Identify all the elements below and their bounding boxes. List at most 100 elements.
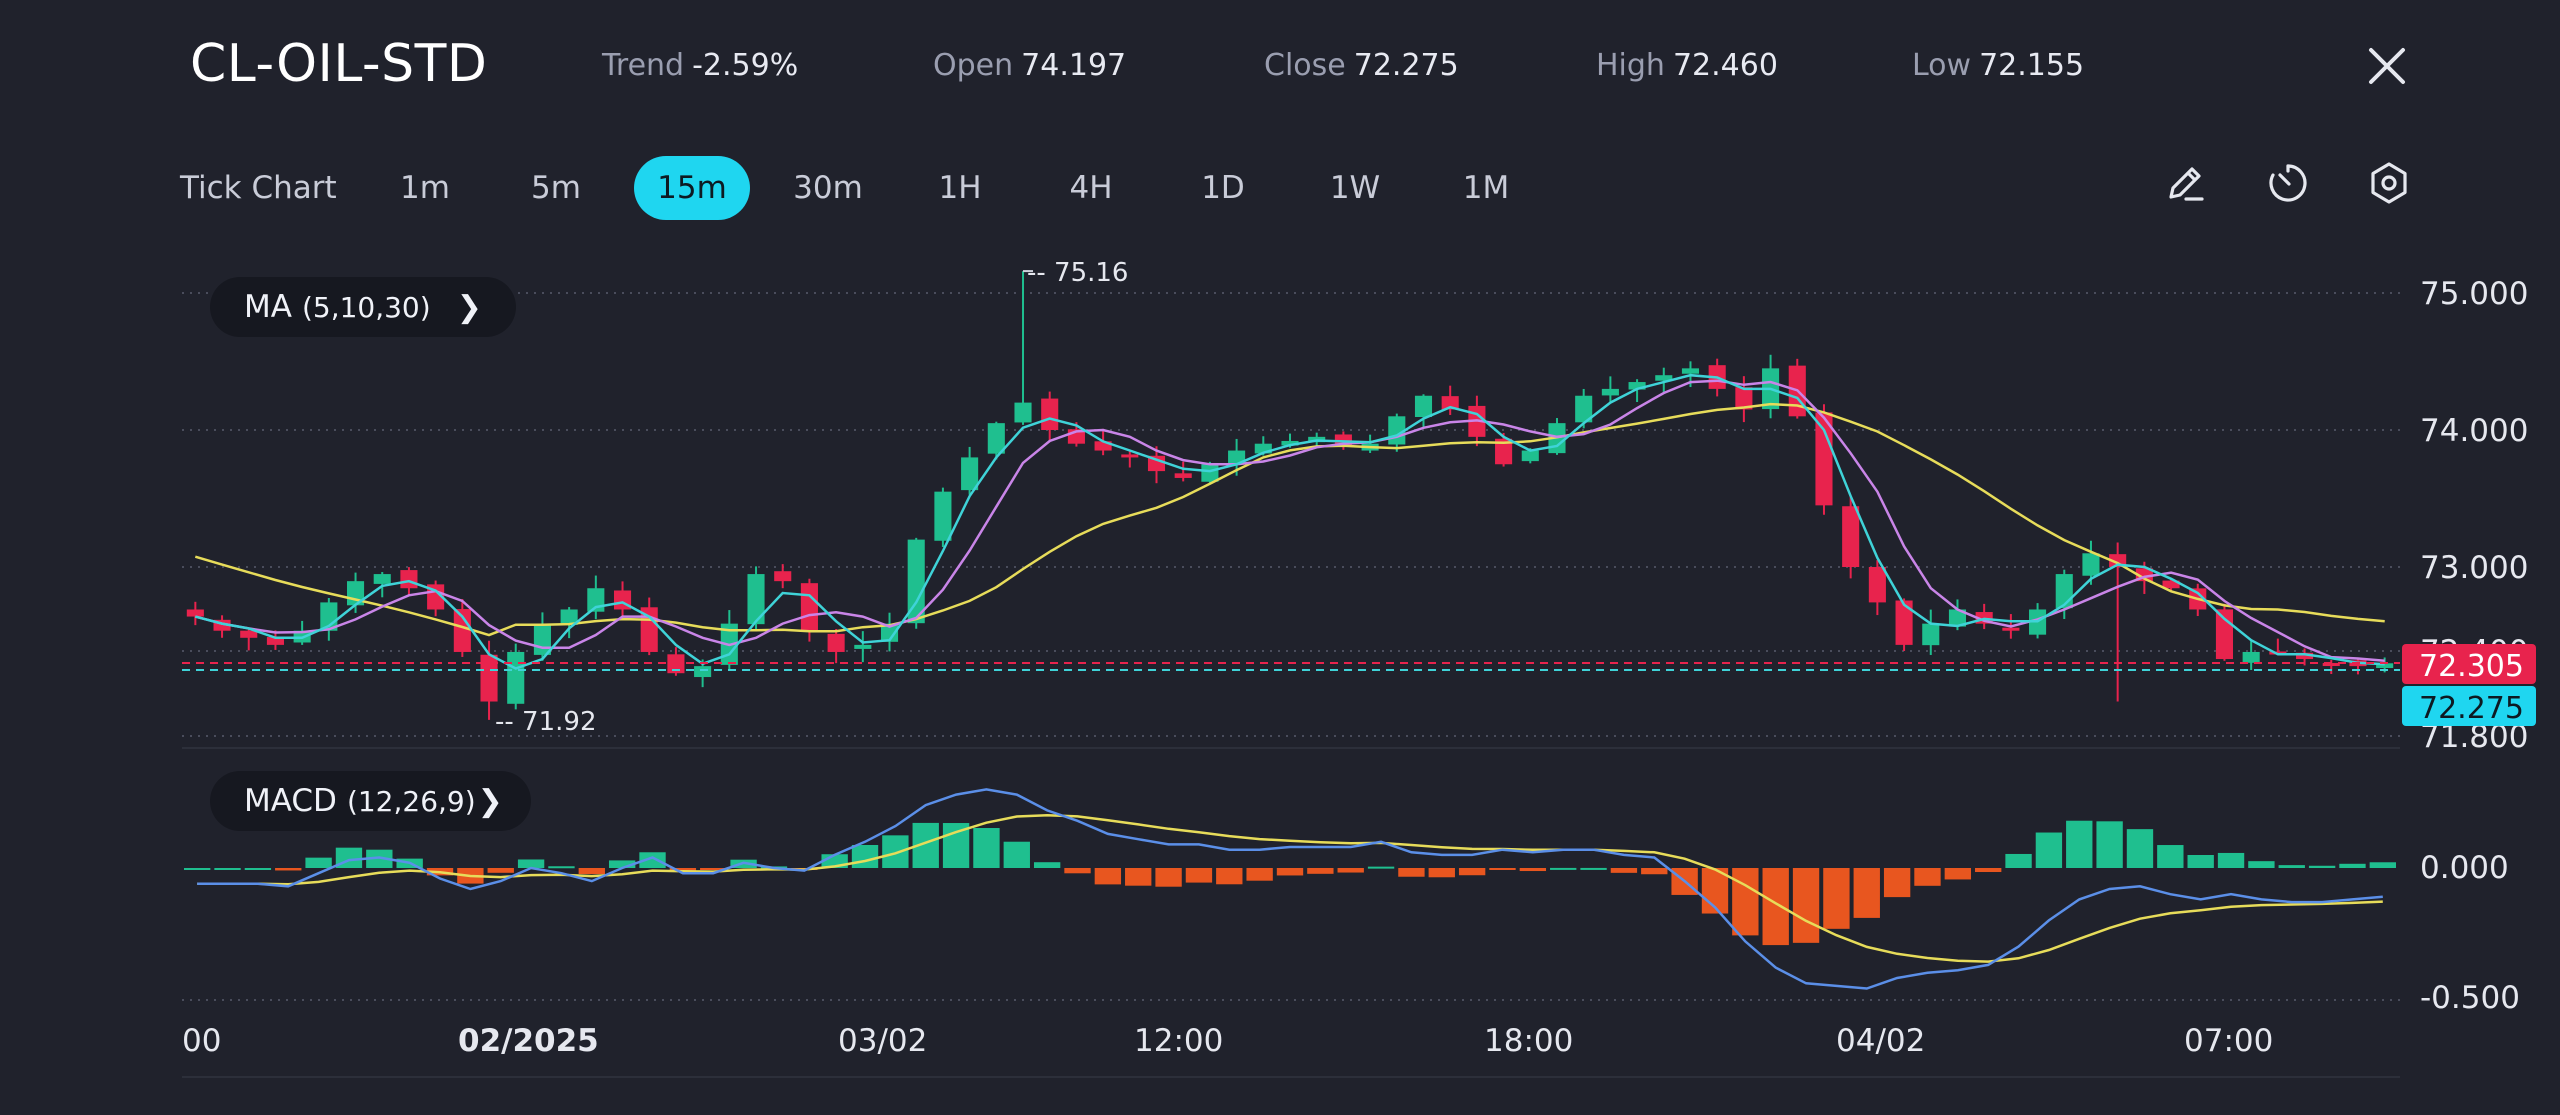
tab-5m[interactable]: 5m bbox=[531, 170, 581, 206]
macd-indicator-name: MACD bbox=[244, 783, 337, 819]
candle-down bbox=[1121, 454, 1139, 458]
tab-1mo[interactable]: 1M bbox=[1462, 170, 1510, 206]
candle-up bbox=[1922, 623, 1940, 646]
macd-hist-up bbox=[2308, 865, 2336, 868]
candle-down bbox=[1842, 506, 1860, 567]
macd-hist-down bbox=[1610, 868, 1638, 873]
macd-hist-down bbox=[669, 868, 697, 871]
macd-hist-down bbox=[1398, 868, 1425, 877]
candle-down bbox=[800, 583, 818, 631]
macd-hist-up bbox=[214, 868, 241, 870]
tab-1h[interactable]: 1H bbox=[938, 170, 982, 206]
draw-tool-button[interactable] bbox=[2162, 160, 2208, 206]
candle-down bbox=[1441, 396, 1459, 410]
candle-up bbox=[1575, 395, 1593, 423]
high-marker-label: -- 75.16 bbox=[1027, 258, 1128, 288]
price-y-tick-label: 75.000 bbox=[2420, 276, 2528, 312]
macd-hist-down bbox=[1125, 868, 1152, 886]
candle-up bbox=[1254, 443, 1272, 454]
settings-icon bbox=[2371, 162, 2407, 204]
ask-price-label: 72.275 bbox=[2419, 691, 2524, 726]
candle-down bbox=[1495, 438, 1513, 465]
tab-1w[interactable]: 1W bbox=[1329, 170, 1381, 206]
macd-hist-up bbox=[2187, 854, 2214, 868]
stat-open-value: 74.197 bbox=[1021, 48, 1127, 83]
macd-signal-line bbox=[197, 813, 2383, 963]
x-tick-label: 00 bbox=[182, 1023, 221, 1059]
tab-tick-chart[interactable]: Tick Chart bbox=[180, 170, 337, 206]
macd-hist-down bbox=[1064, 868, 1091, 874]
macd-hist-down bbox=[1792, 868, 1820, 943]
candle-down bbox=[213, 619, 231, 631]
candle-down bbox=[827, 633, 845, 652]
ma-indicator-button[interactable]: MA (5,10,30) ❯ bbox=[210, 277, 516, 337]
stat-close-value: 72.275 bbox=[1353, 48, 1459, 83]
settings-button[interactable] bbox=[2366, 160, 2412, 206]
candle-down bbox=[2215, 609, 2234, 660]
macd-hist-down bbox=[1216, 868, 1243, 885]
macd-hist-up bbox=[2066, 820, 2093, 868]
tab-4h[interactable]: 4H bbox=[1069, 170, 1113, 206]
tab-15m[interactable]: 15m bbox=[634, 156, 750, 220]
x-tick-label: 03/02 bbox=[838, 1023, 927, 1059]
candle-down bbox=[1815, 412, 1833, 506]
candle-up bbox=[1521, 450, 1539, 462]
price-y-tick-label: 74.000 bbox=[2420, 413, 2528, 449]
ma5-line bbox=[194, 373, 2385, 670]
candle-up bbox=[507, 651, 525, 704]
macd-hist-down bbox=[1094, 868, 1122, 885]
macd-hist-down bbox=[1853, 868, 1880, 918]
tab-30m[interactable]: 30m bbox=[793, 170, 863, 206]
macd-hist-up bbox=[548, 866, 575, 869]
stat-trend-value: -2.59% bbox=[692, 48, 799, 83]
macd-y-tick-label: -0.500 bbox=[2420, 980, 2520, 1016]
macd-hist-up bbox=[2217, 852, 2245, 868]
macd-y-tick-label: 0.000 bbox=[2420, 850, 2509, 886]
candle-down bbox=[1094, 441, 1112, 451]
macd-hist-up bbox=[244, 868, 272, 870]
candle-down bbox=[1868, 566, 1886, 603]
macd-hist-up bbox=[1550, 867, 1577, 870]
candle-down bbox=[453, 609, 471, 652]
macd-hist-down bbox=[1641, 868, 1668, 875]
timer-icon bbox=[2269, 164, 2307, 202]
candle-up bbox=[1655, 375, 1673, 381]
ma-indicator-name: MA bbox=[244, 289, 292, 325]
x-tick-label: 04/02 bbox=[1836, 1023, 1925, 1059]
macd-hist-down bbox=[487, 868, 514, 873]
tab-1d[interactable]: 1D bbox=[1201, 170, 1245, 206]
candle-up bbox=[1014, 402, 1032, 423]
candle-up bbox=[987, 423, 1005, 454]
macd-indicator-button[interactable]: MACD (12,26,9)❯ bbox=[210, 771, 531, 831]
candle-up bbox=[1201, 464, 1219, 482]
macd-hist-up bbox=[1003, 841, 1030, 868]
macd-hist-up bbox=[608, 860, 636, 868]
macd-line bbox=[197, 788, 2383, 990]
stat-high: High 72.460 bbox=[1596, 48, 1778, 83]
candle-down bbox=[266, 637, 284, 645]
macd-hist-up bbox=[851, 845, 879, 868]
macd-hist-down bbox=[1276, 868, 1304, 876]
stat-trend-label: Trend bbox=[602, 48, 685, 83]
macd-hist-down bbox=[1185, 868, 1213, 883]
macd-hist-up bbox=[184, 868, 211, 870]
candle-up bbox=[880, 623, 899, 642]
timer-button[interactable] bbox=[2265, 160, 2311, 206]
stat-trend: Trend -2.59% bbox=[602, 48, 798, 83]
macd-hist-up bbox=[1580, 867, 1607, 870]
price-y-tick-label: 73.000 bbox=[2420, 550, 2528, 586]
candle-down bbox=[2109, 554, 2127, 567]
tab-1m[interactable]: 1m bbox=[400, 170, 450, 206]
macd-hist-down bbox=[1732, 868, 1759, 936]
stat-high-value: 72.460 bbox=[1672, 48, 1778, 83]
x-tick-label: 12:00 bbox=[1134, 1023, 1223, 1059]
close-button[interactable] bbox=[2363, 42, 2411, 90]
candle-up bbox=[1281, 440, 1299, 446]
timeframe-bar: Tick Chart 1m 5m 15m 30m 1H 4H 1D 1W 1M bbox=[0, 156, 1600, 220]
low-marker-label: -- 71.92 bbox=[495, 707, 596, 737]
candle-up bbox=[1681, 368, 1700, 374]
ma10-line bbox=[194, 379, 2385, 662]
macd-hist-up bbox=[2005, 853, 2032, 868]
stat-low-label: Low bbox=[1912, 48, 1972, 83]
